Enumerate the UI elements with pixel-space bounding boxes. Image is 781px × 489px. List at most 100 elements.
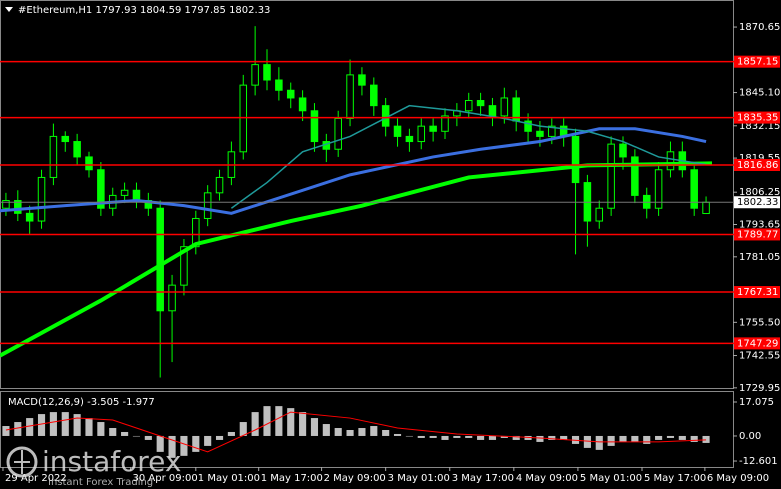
candle-body bbox=[405, 135, 414, 143]
current-price-label: 1802.33 bbox=[737, 197, 778, 208]
x-tick-label: 5 May 17:00 bbox=[644, 473, 706, 484]
macd-bar bbox=[37, 414, 46, 436]
macd-bar bbox=[26, 418, 34, 436]
macd-bar bbox=[512, 435, 520, 440]
x-tick-label: 1 May 01:00 bbox=[198, 473, 260, 484]
macd-bar bbox=[168, 435, 176, 458]
candle-body bbox=[488, 105, 497, 117]
macd-bar bbox=[322, 424, 330, 436]
candle-body bbox=[85, 156, 93, 171]
macd-panel-frame bbox=[0, 391, 734, 468]
macd-bar bbox=[560, 435, 568, 440]
candle-body bbox=[571, 135, 580, 184]
macd-bar bbox=[417, 435, 425, 438]
x-tick-label: 6 May 09:00 bbox=[707, 473, 769, 484]
level-label-box bbox=[734, 286, 780, 299]
candle-body bbox=[14, 200, 22, 214]
macd-bar bbox=[204, 435, 212, 446]
moving-average bbox=[0, 161, 713, 358]
macd-bar bbox=[643, 435, 651, 444]
candle-body bbox=[358, 74, 366, 86]
moving-average bbox=[230, 104, 707, 209]
macd-bar bbox=[156, 435, 164, 452]
y-tick-label: 1819.55 bbox=[739, 153, 780, 164]
candle-body bbox=[215, 176, 224, 194]
level-label-box bbox=[734, 337, 780, 350]
candle-body bbox=[524, 120, 532, 132]
macd-bar bbox=[536, 435, 544, 442]
macd-bar bbox=[358, 428, 366, 436]
y-tick-label: 1729.95 bbox=[739, 383, 780, 394]
candle-body bbox=[536, 130, 544, 137]
macd-bar bbox=[49, 412, 57, 436]
macd-bar bbox=[655, 435, 663, 440]
macd-bar bbox=[370, 426, 378, 436]
y-tick-label: 1832.15 bbox=[739, 121, 780, 132]
candle-body bbox=[476, 100, 485, 107]
macd-bar bbox=[61, 412, 69, 436]
x-tick-label: 2 May 09:00 bbox=[324, 473, 386, 484]
macd-bar bbox=[215, 435, 224, 440]
macd-bar bbox=[619, 435, 627, 442]
candle-body bbox=[97, 169, 105, 209]
candle-body bbox=[464, 100, 473, 112]
y-tick-label: 1806.25 bbox=[739, 187, 780, 198]
x-tick-label: 29 Apr 2022 bbox=[5, 473, 67, 484]
macd-y-tick-label: 17.075 bbox=[739, 397, 774, 408]
candle-body bbox=[346, 74, 354, 119]
candle-body bbox=[286, 89, 295, 99]
chart-title: #Ethereum,H1 1797.93 1804.59 1797.85 180… bbox=[18, 5, 270, 16]
candle-body bbox=[263, 64, 271, 81]
candle-body bbox=[690, 169, 698, 209]
candle-body bbox=[156, 207, 164, 312]
candle-body bbox=[61, 135, 70, 143]
main-panel-frame bbox=[0, 0, 734, 389]
current-price-box bbox=[734, 196, 780, 209]
level-label-box bbox=[734, 55, 780, 68]
macd-bar bbox=[690, 435, 698, 442]
macd-bar bbox=[631, 435, 639, 442]
macd-bar bbox=[239, 422, 247, 436]
x-tick-label: 1 May 17:00 bbox=[261, 473, 323, 484]
macd-bar bbox=[180, 435, 188, 456]
candle-body bbox=[203, 192, 212, 219]
macd-bar bbox=[275, 406, 283, 436]
candle-body bbox=[607, 143, 615, 209]
x-tick-label: 5 May 01:00 bbox=[580, 473, 642, 484]
x-tick-label: 30 Apr 09:00 bbox=[133, 473, 198, 484]
macd-bar bbox=[192, 435, 200, 452]
candle-body bbox=[619, 143, 627, 158]
candle-body bbox=[73, 141, 81, 158]
y-tick-label: 1793.65 bbox=[739, 220, 780, 231]
macd-bar bbox=[453, 435, 461, 438]
macd-bar bbox=[382, 429, 390, 436]
macd-bar bbox=[465, 435, 473, 438]
x-tick-label: 3 May 01:00 bbox=[388, 473, 450, 484]
level-label: 1857.15 bbox=[737, 57, 778, 68]
macd-bar bbox=[583, 435, 591, 448]
level-label: 1747.29 bbox=[737, 338, 778, 349]
level-label: 1835.35 bbox=[737, 113, 778, 124]
macd-bar bbox=[346, 429, 354, 436]
x-tick-label: 3 May 17:00 bbox=[452, 473, 514, 484]
macd-y-tick-label: -12.601 bbox=[739, 456, 778, 467]
x-tick-label: 4 May 09:00 bbox=[516, 473, 578, 484]
candle-body bbox=[298, 97, 307, 112]
macd-bar bbox=[607, 435, 615, 446]
macd-bar bbox=[263, 406, 271, 436]
candle-body bbox=[310, 110, 319, 143]
macd-title: MACD(12,26,9) -3.505 -1.977 bbox=[8, 397, 155, 408]
macd-signal bbox=[5, 411, 707, 453]
candle-body bbox=[2, 200, 10, 209]
candle-body bbox=[702, 201, 710, 215]
candle-body bbox=[370, 84, 378, 107]
macd-bar bbox=[310, 418, 319, 436]
candle-body bbox=[417, 125, 426, 143]
level-label-box bbox=[734, 111, 780, 124]
macd-bar bbox=[97, 422, 105, 436]
macd-bar bbox=[441, 435, 449, 440]
macd-bar bbox=[702, 435, 710, 443]
candle-body bbox=[441, 115, 449, 132]
